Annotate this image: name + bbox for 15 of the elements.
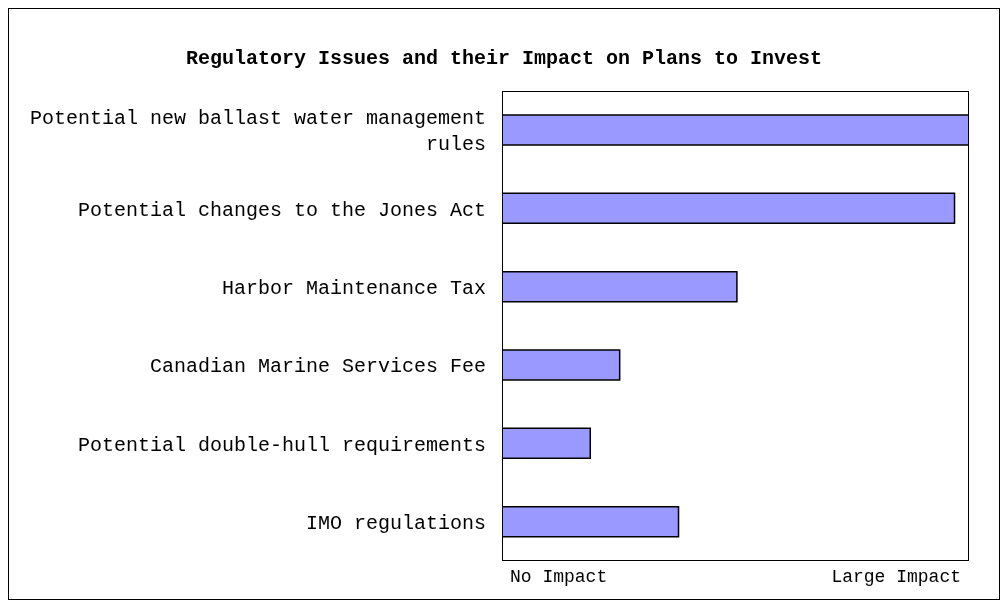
y-tick-label: IMO regulations: [305, 511, 486, 535]
text: Large Impact: [830, 567, 962, 587]
y-tick-label: Canadian Marine Services Fee: [149, 355, 486, 379]
y-tick-label: Potential double-hull requirements: [77, 433, 486, 457]
y-tick-label: Potential changes to the Jones Act: [77, 198, 486, 222]
chart-title: Regulatory Issues and their Impact on Plans to Invest: [184, 47, 824, 70]
bar: [502, 505, 680, 538]
bar: [502, 192, 956, 225]
bar: [502, 349, 621, 381]
y-tick-label: Potential new ballast water management rules: [29, 107, 486, 157]
text: No Impact: [509, 567, 609, 587]
bar: [502, 427, 592, 460]
bar: [502, 270, 738, 303]
bar: [502, 114, 969, 146]
y-tick-label: Harbor Maintenance Tax: [221, 276, 486, 300]
